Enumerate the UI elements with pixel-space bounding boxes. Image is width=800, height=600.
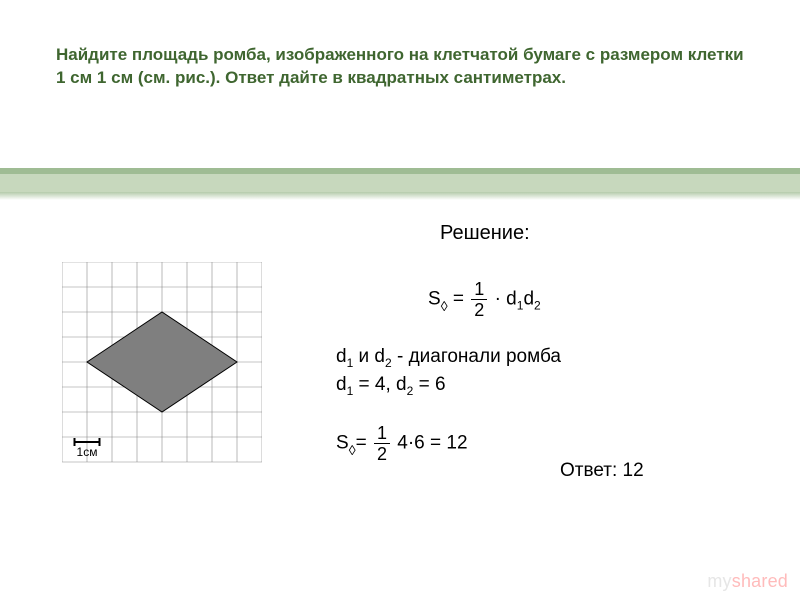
t-d2s: 2 (385, 356, 392, 370)
wm-red: shared (732, 571, 788, 591)
d2: d (523, 289, 534, 310)
d2-sub: 2 (534, 298, 541, 312)
lhs-sub: ◊ (441, 298, 448, 312)
answer-text: Ответ: 12 (560, 460, 644, 482)
calc-lhs: S (336, 433, 349, 454)
area-calc: S◊= 1 2 4·6 = 12 (336, 424, 468, 463)
diagonals-text: d1 и d2 - диагонали ромба d1 = 4, d2 = 6 (336, 344, 561, 399)
calc-eq: = (356, 433, 372, 454)
wm-pre: my (707, 571, 731, 591)
dot: · (495, 289, 501, 310)
v-mid: = 4, d (353, 374, 406, 395)
t-diag-label: - диагонали ромба (392, 346, 561, 367)
t-and: и d (353, 346, 385, 367)
watermark: myshared (707, 571, 788, 592)
eq-sign: = (448, 289, 470, 310)
frac2-num: 1 (374, 424, 390, 444)
v-end: = 6 (413, 374, 445, 395)
frac-den: 2 (471, 300, 487, 319)
fraction-half-2: 1 2 (374, 424, 390, 463)
v-d1: d (336, 374, 347, 395)
frac-num: 1 (471, 280, 487, 300)
frac2-den: 2 (374, 444, 390, 463)
solution-heading: Решение: (440, 222, 530, 245)
calc-rest: 4·6 = 12 (397, 433, 467, 454)
section-divider (0, 168, 800, 202)
d1: d (506, 289, 517, 310)
svg-text:1см: 1см (77, 445, 98, 459)
formula-lhs: S (428, 289, 441, 310)
problem-title: Найдите площадь ромба, изображенного на … (56, 44, 746, 90)
fraction-half: 1 2 (471, 280, 487, 319)
area-formula: S◊ = 1 2 · d1d2 (428, 280, 541, 319)
calc-lhs-sub: ◊ (349, 442, 356, 456)
t-d1: d (336, 346, 347, 367)
rhombus-figure: 1см (62, 262, 262, 466)
